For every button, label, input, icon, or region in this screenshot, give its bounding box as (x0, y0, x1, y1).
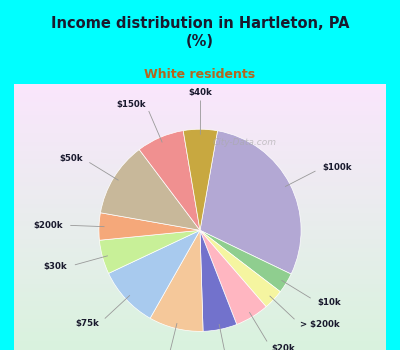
Bar (14, 328, 386, 332)
Bar (14, 190, 386, 195)
Bar (14, 102, 386, 106)
Bar (14, 252, 386, 257)
Bar (14, 230, 386, 235)
Wedge shape (200, 131, 301, 274)
Bar (14, 106, 386, 111)
Bar (14, 146, 386, 150)
Bar (14, 306, 386, 310)
Bar (14, 155, 386, 159)
Text: $200k: $200k (33, 220, 63, 230)
Bar (14, 186, 386, 190)
Wedge shape (150, 230, 203, 331)
Bar (14, 159, 386, 164)
Bar (14, 89, 386, 93)
Bar (14, 208, 386, 212)
Bar (14, 310, 386, 315)
Wedge shape (99, 213, 200, 240)
Text: $50k: $50k (59, 154, 83, 163)
Wedge shape (200, 230, 266, 324)
Bar (14, 217, 386, 222)
Wedge shape (139, 131, 200, 230)
Text: $10k: $10k (317, 298, 341, 307)
Text: $40k: $40k (188, 88, 212, 97)
Bar (14, 332, 386, 337)
Bar (14, 199, 386, 204)
Text: $150k: $150k (116, 99, 146, 108)
Bar (14, 239, 386, 244)
Bar (14, 248, 386, 252)
Bar (14, 111, 386, 115)
Text: City-Data.com: City-Data.com (213, 138, 277, 147)
Bar (14, 133, 386, 137)
Bar (14, 97, 386, 102)
Bar (14, 244, 386, 248)
Bar (14, 115, 386, 119)
Bar (14, 177, 386, 182)
Wedge shape (108, 230, 200, 318)
Bar (14, 345, 386, 350)
Bar (14, 212, 386, 217)
Text: > $200k: > $200k (300, 320, 340, 329)
Text: White residents: White residents (144, 68, 256, 81)
Bar (14, 142, 386, 146)
Bar (14, 168, 386, 173)
Bar (14, 301, 386, 306)
Text: $75k: $75k (75, 319, 99, 328)
Wedge shape (200, 230, 237, 331)
Bar (14, 204, 386, 208)
Bar (14, 235, 386, 239)
Bar (14, 284, 386, 288)
Bar (14, 84, 386, 89)
Wedge shape (200, 230, 280, 307)
Bar (14, 137, 386, 142)
Bar (14, 279, 386, 284)
Bar (14, 195, 386, 199)
Text: Income distribution in Hartleton, PA
(%): Income distribution in Hartleton, PA (%) (51, 16, 349, 49)
Bar (14, 119, 386, 124)
Text: $100k: $100k (322, 163, 352, 172)
Text: $20k: $20k (271, 344, 295, 350)
Bar (14, 182, 386, 186)
Bar (14, 319, 386, 323)
Bar (14, 270, 386, 275)
Bar (14, 150, 386, 155)
Text: $30k: $30k (44, 262, 68, 271)
Bar (14, 164, 386, 168)
Wedge shape (100, 149, 200, 230)
Bar (14, 341, 386, 345)
Wedge shape (200, 230, 291, 292)
Bar (14, 337, 386, 341)
Bar (14, 93, 386, 97)
Bar (14, 222, 386, 226)
Bar (14, 266, 386, 270)
Bar (14, 292, 386, 297)
Wedge shape (183, 129, 218, 230)
Bar (14, 261, 386, 266)
Bar (14, 226, 386, 230)
Bar (14, 288, 386, 292)
Bar (14, 315, 386, 319)
Bar (14, 297, 386, 301)
Bar (14, 275, 386, 279)
Wedge shape (100, 230, 200, 273)
Bar (14, 128, 386, 133)
Bar (14, 323, 386, 328)
Bar (14, 124, 386, 128)
Bar (14, 173, 386, 177)
Bar (14, 257, 386, 261)
